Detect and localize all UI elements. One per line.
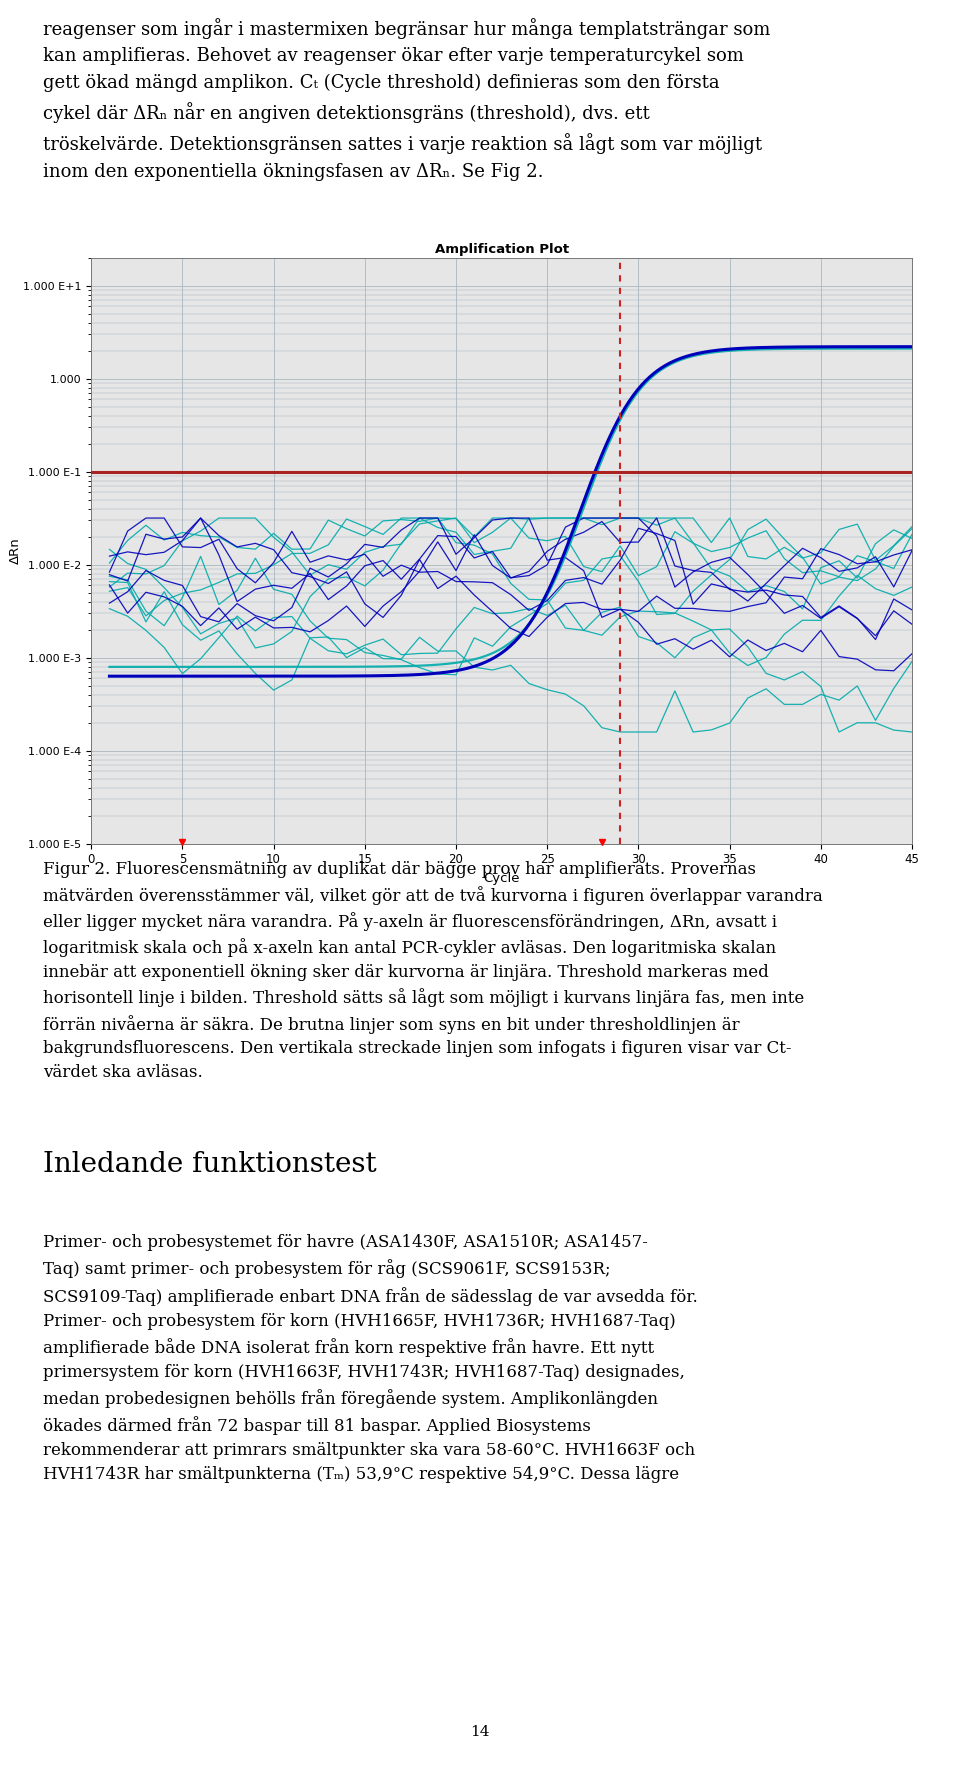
- X-axis label: Cycle: Cycle: [483, 872, 520, 884]
- Text: reagenser som ingår i mastermixen begränsar hur många templatsträngar som
kan am: reagenser som ingår i mastermixen begrän…: [43, 18, 771, 181]
- Y-axis label: ΔRn: ΔRn: [9, 536, 21, 565]
- Text: Figur 2. Fluorescensmätning av duplikat där bägge prov har amplifierats. Provern: Figur 2. Fluorescensmätning av duplikat …: [43, 861, 823, 1080]
- Title: Amplification Plot: Amplification Plot: [435, 243, 568, 256]
- Text: 14: 14: [470, 1726, 490, 1739]
- Text: Primer- och probesystemet för havre (ASA1430F, ASA1510R; ASA1457-
Taq) samt prim: Primer- och probesystemet för havre (ASA…: [43, 1234, 698, 1483]
- Text: Inledande funktionstest: Inledande funktionstest: [43, 1151, 377, 1177]
